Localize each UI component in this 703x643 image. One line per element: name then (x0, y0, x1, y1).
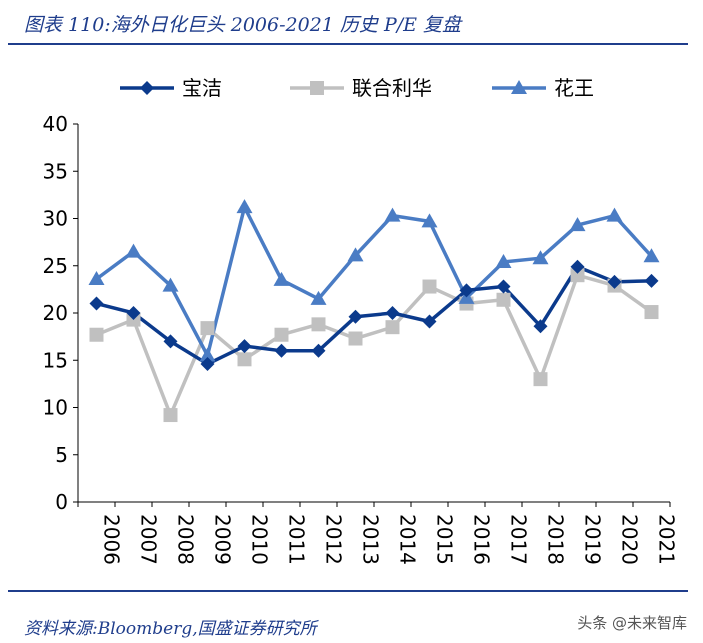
x-tick-label: 2019 (581, 514, 605, 565)
x-tick-label: 2006 (100, 514, 124, 565)
data-point (496, 292, 511, 307)
x-tick-label: 2020 (618, 514, 642, 565)
x-tick-label: 2010 (248, 514, 272, 565)
data-point (311, 317, 326, 332)
series-line-2 (95, 273, 653, 417)
data-point (273, 271, 290, 286)
x-tick-label: 2014 (396, 514, 420, 565)
data-point (348, 309, 363, 324)
x-tick-label: 2017 (507, 514, 531, 565)
data-point (422, 314, 437, 329)
legend-swatch-marker (511, 80, 527, 94)
data-point (311, 343, 326, 358)
data-point (88, 270, 105, 285)
y-tick-label: 40 (43, 112, 68, 136)
legend-label: 联合利华 (352, 76, 432, 100)
data-point (385, 306, 400, 320)
x-tick-label: 2008 (174, 514, 198, 565)
data-point (644, 273, 659, 288)
data-point (274, 343, 289, 358)
series-line-3 (95, 205, 653, 358)
data-point (200, 321, 215, 336)
data-point (532, 250, 549, 265)
data-point (163, 408, 178, 423)
data-point (199, 347, 216, 362)
data-point (606, 207, 623, 222)
data-point (385, 320, 400, 335)
data-point (570, 259, 585, 274)
y-tick-label: 30 (43, 207, 68, 231)
x-tick-label: 2012 (322, 514, 346, 565)
data-point (200, 357, 215, 372)
data-point (570, 268, 585, 283)
x-tick-label: 2016 (470, 514, 494, 565)
data-point (89, 327, 104, 342)
data-point (421, 213, 438, 228)
x-tick-label: 2018 (544, 514, 568, 565)
y-tick-label: 0 (55, 490, 68, 514)
y-tick-label: 35 (43, 159, 68, 183)
data-point (237, 339, 252, 354)
y-tick-label: 25 (43, 254, 68, 278)
data-point (643, 248, 660, 263)
legend-label: 宝洁 (182, 76, 222, 100)
data-point (310, 290, 327, 305)
data-point (384, 207, 401, 222)
data-point (237, 352, 252, 367)
x-tick-label: 2013 (359, 514, 383, 565)
data-point (496, 279, 511, 294)
y-tick-label: 10 (43, 396, 68, 420)
legend-swatch-marker (310, 81, 324, 95)
legend-label: 花王 (554, 76, 594, 100)
data-point (89, 296, 104, 311)
data-point (422, 279, 437, 294)
data-point (126, 306, 141, 320)
watermark: 头条 @未来智库 (571, 610, 693, 635)
data-point (163, 334, 178, 349)
data-point (533, 319, 548, 334)
data-point (495, 253, 512, 268)
y-tick-label: 20 (43, 301, 68, 325)
source-note: 资料来源:Bloomberg,国盛证券研究所 (24, 619, 317, 639)
data-point (459, 283, 474, 298)
data-point (607, 274, 622, 289)
legend-swatch-marker (140, 81, 154, 95)
data-point (274, 327, 289, 342)
chart-title: 图表 110:海外日化巨头 2006-2021 历史 P/E 复盘 (24, 14, 462, 36)
data-point (347, 247, 364, 262)
data-point (348, 331, 363, 346)
header-rule (8, 43, 688, 45)
data-point (533, 372, 548, 387)
data-point (125, 243, 142, 258)
x-tick-label: 2009 (211, 514, 235, 565)
data-point (162, 277, 179, 292)
data-point (569, 217, 586, 232)
footer-rule (8, 590, 688, 592)
y-tick-label: 15 (43, 348, 68, 372)
series-line-1 (96, 264, 652, 366)
y-tick-label: 5 (55, 443, 68, 467)
x-tick-label: 2015 (433, 514, 457, 565)
data-point (236, 199, 253, 214)
data-point (644, 305, 659, 320)
x-tick-label: 2021 (655, 514, 679, 565)
x-tick-label: 2011 (285, 514, 309, 565)
x-tick-label: 2007 (137, 514, 161, 565)
